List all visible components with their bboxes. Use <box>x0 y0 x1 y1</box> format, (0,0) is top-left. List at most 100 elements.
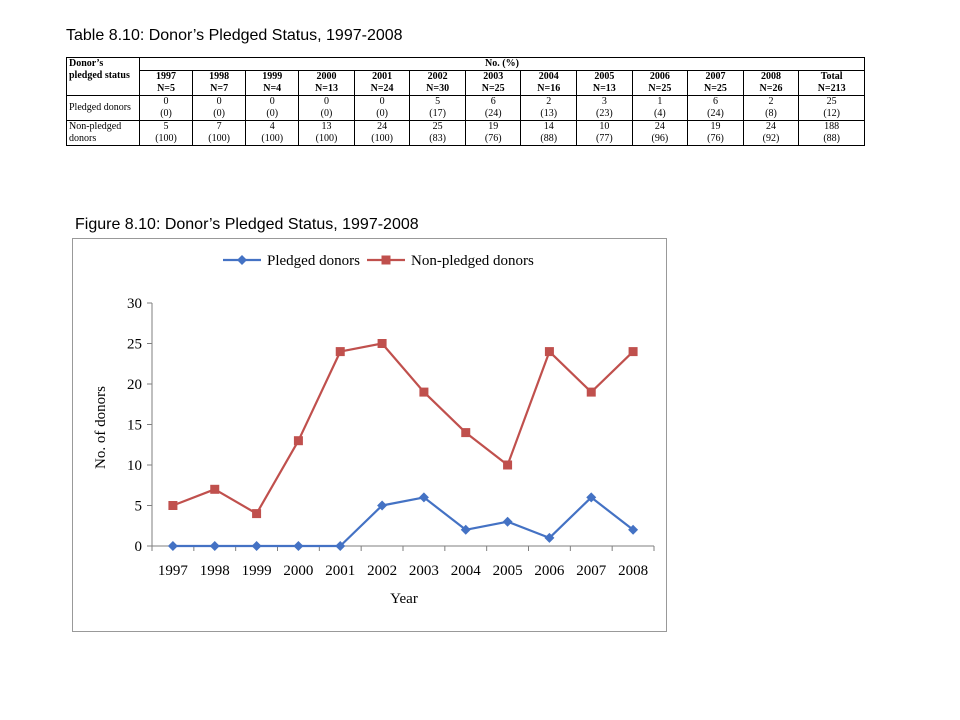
data-point-diamond <box>251 541 262 551</box>
cell-percent: (76) <box>484 133 502 144</box>
cell-count: 0 <box>324 96 330 107</box>
table-cell: 13 (100) <box>298 120 355 146</box>
cell-count: 2 <box>546 96 552 107</box>
table-header-row: Donor’s pledged status No. (%) <box>66 57 865 96</box>
table-cell: 25 (83) <box>409 120 466 146</box>
table-cell: 7 (100) <box>192 120 247 146</box>
y-tick-label: 15 <box>127 418 142 434</box>
column-year: 2007 <box>705 71 726 82</box>
cell-percent: (0) <box>213 108 225 119</box>
x-tick-label: 1997 <box>158 563 189 579</box>
series-line <box>172 496 634 548</box>
table-cell: 24 (92) <box>742 120 800 146</box>
table-cell: 2 (8) <box>742 95 800 121</box>
series-non-pledged-donors <box>168 339 638 519</box>
table-cell: 0 (0) <box>298 95 355 121</box>
column-year: 2003 <box>483 71 504 82</box>
data-point-square <box>293 436 303 446</box>
data-point-diamond <box>293 541 304 551</box>
column-count: N=4 <box>263 83 282 94</box>
cell-count: 14 <box>543 121 554 132</box>
column-year: 2002 <box>427 71 448 82</box>
table-cell: 25 (12) <box>798 95 865 121</box>
column-count: N=30 <box>426 83 450 94</box>
table-title: Table 8.10: Donor’s Pledged Status, 1997… <box>66 27 403 44</box>
year-column-header: 2000 N=13 <box>298 70 355 96</box>
table-cell: 1 (4) <box>631 95 689 121</box>
x-tick-label: 2004 <box>451 563 482 579</box>
column-count: N=24 <box>370 83 394 94</box>
table-cell: 0 (0) <box>192 95 247 121</box>
row-label: Pledged donors <box>66 95 140 121</box>
cell-count: 2 <box>768 96 774 107</box>
table-row: Pledged donors 0 (0) 0 (0) 0 (0) 0 (0) 0 (0) 5 (17) 6… <box>66 95 865 121</box>
table-cell: 0 (0) <box>138 95 194 121</box>
x-tick-label: 2007 <box>576 563 607 579</box>
column-year: 2005 <box>594 71 615 82</box>
cell-count: 13 <box>321 121 332 132</box>
year-column-header: Total N=213 <box>798 70 865 96</box>
series-line <box>172 342 634 515</box>
data-point-diamond <box>209 541 220 551</box>
cell-count: 188 <box>824 121 840 132</box>
row-label: Non-pledged donors <box>66 120 140 146</box>
data-point-diamond <box>502 516 513 527</box>
cell-count: 25 <box>826 96 837 107</box>
cell-count: 10 <box>599 121 610 132</box>
year-column-header: 2007 N=25 <box>687 70 744 96</box>
data-point-diamond <box>418 492 429 503</box>
cell-count: 0 <box>216 96 222 107</box>
column-count: N=5 <box>157 83 175 94</box>
year-column-header: 2006 N=25 <box>631 70 689 96</box>
x-tick-label: 1998 <box>200 563 230 579</box>
cell-count: 1 <box>657 96 663 107</box>
data-point-square <box>503 460 513 470</box>
cell-percent: (100) <box>371 133 393 144</box>
table-cell: 19 (76) <box>687 120 744 146</box>
table-cell: 3 (23) <box>576 95 633 121</box>
data-point-diamond <box>544 532 555 543</box>
y-tick-label: 0 <box>135 539 143 555</box>
table-cell: 5 (100) <box>138 120 194 146</box>
cell-percent: (24) <box>484 108 502 119</box>
y-tick-label: 20 <box>127 377 142 393</box>
cell-percent: (77) <box>595 133 613 144</box>
year-column-header: 2003 N=25 <box>464 70 522 96</box>
legend-item: Non-pledged donors <box>367 253 534 269</box>
table-row: Non-pledged donors 5 (100) 7 (100) 4 (100) 13 (1… <box>66 120 865 146</box>
cell-count: 24 <box>766 121 777 132</box>
column-count: N=25 <box>481 83 505 94</box>
cell-percent: (13) <box>540 108 558 119</box>
table-cell: 2 (13) <box>520 95 578 121</box>
year-column-header: 2008 N=26 <box>742 70 800 96</box>
cell-percent: (0) <box>376 108 388 119</box>
table-cell: 24 (96) <box>631 120 689 146</box>
cell-percent: (0) <box>160 108 172 119</box>
column-count: N=26 <box>759 83 783 94</box>
table-cell: 4 (100) <box>245 120 300 146</box>
column-count: N=25 <box>703 83 727 94</box>
table-year-header-row: 1997 N=5 1998 N=7 1999 N=4 2000 N=13 2001 N=24 200… <box>67 70 865 96</box>
cell-count: 3 <box>601 96 607 107</box>
year-column-header: 2002 N=30 <box>409 70 466 96</box>
column-year: 2008 <box>761 71 782 82</box>
x-tick-label: 2000 <box>283 563 313 579</box>
data-point-square <box>377 339 387 348</box>
cell-percent: (23) <box>595 108 613 119</box>
data-point-square <box>168 501 178 510</box>
legend-item: Pledged donors <box>223 253 360 269</box>
data-point-diamond <box>628 524 639 535</box>
cell-count: 0 <box>163 96 169 107</box>
cell-percent: (96) <box>651 133 669 144</box>
column-year: 2006 <box>649 71 670 82</box>
cell-count: 25 <box>432 121 443 132</box>
data-point-square <box>252 509 262 519</box>
column-count: N=213 <box>817 83 846 94</box>
cell-count: 0 <box>269 96 275 107</box>
cell-percent: (88) <box>540 133 558 144</box>
figure-title: Figure 8.10: Donor’s Pledged Status, 199… <box>75 216 419 233</box>
year-column-header: 2001 N=24 <box>353 70 411 96</box>
x-tick-label: 1999 <box>242 563 272 579</box>
cell-percent: (0) <box>320 108 333 119</box>
cell-percent: (83) <box>429 133 446 144</box>
